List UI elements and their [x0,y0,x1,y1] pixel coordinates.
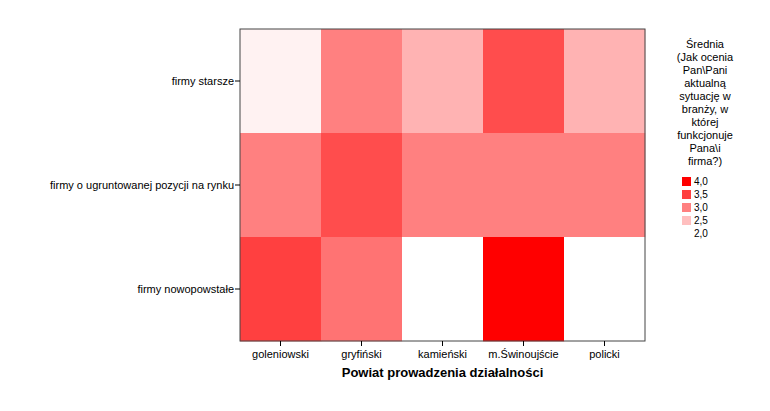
x-tick-label: policki [589,348,620,360]
heat-cell [564,29,645,133]
heat-cell [402,133,483,237]
heat-cell [483,237,564,341]
legend-swatch [682,177,691,186]
legend-swatch [682,216,691,225]
y-tick-label: firmy nowopowstałe [137,283,234,295]
y-tick [235,81,240,82]
heat-cell [483,29,564,133]
chart: firmy starsze firmy o ugruntowanej pozycj… [0,0,770,411]
x-tick [442,341,443,346]
y-tick [235,185,240,186]
heat-cell [321,29,402,133]
legend-title-line: funkcjonuje [677,129,733,141]
legend-title-line: Pan\Pani [683,64,728,76]
x-tick [604,341,605,346]
legend-swatch [682,203,691,212]
x-axis-title: Powiat prowadzenia działalności [342,365,544,380]
legend-title: Średnia(Jak oceniaPan\Paniaktualnąsytuac… [677,38,734,167]
heat-cell [240,133,321,237]
heat-cell [240,29,321,133]
legend-title-line: (Jak ocenia [677,51,734,63]
legend-title-line: branży, w [682,103,728,115]
heat-cell [402,29,483,133]
x-tick-label: m.Świnoujście [488,348,558,360]
x-tick [280,341,281,346]
heat-cell [564,133,645,237]
x-tick-label: goleniowski [252,348,309,360]
y-tick-label: firmy o ugruntowanej pozycji na rynku [50,179,234,191]
legend-swatch [682,229,691,238]
cells [240,29,645,341]
legend-swatch [682,190,691,199]
legend-title-line: Pana\i [689,142,720,154]
x-tick [361,341,362,346]
y-tick [235,289,240,290]
legend-title-line: której [692,116,719,128]
legend-label: 2,0 [694,228,708,239]
plot-frame [240,29,645,341]
heat-cell [564,237,645,341]
heat-cell [240,237,321,341]
legend-title-line: aktualną [684,77,726,89]
legend-label: 4,0 [694,176,708,187]
x-tick [523,341,524,346]
heat-cell [402,237,483,341]
legend-label: 3,0 [694,202,708,213]
legend-title-line: firma?) [688,155,722,167]
x-tick-label: gryfiński [341,348,381,360]
y-tick-label: firmy starsze [172,75,234,87]
legend-label: 2,5 [694,215,708,226]
heat-cell [321,133,402,237]
x-tick-label: kamieński [418,348,467,360]
legend-title-line: Średnia [686,38,725,50]
legend-label: 3,5 [694,189,708,200]
legend-title-line: sytuację w [679,90,730,102]
heat-cell [483,133,564,237]
heat-cell [321,237,402,341]
